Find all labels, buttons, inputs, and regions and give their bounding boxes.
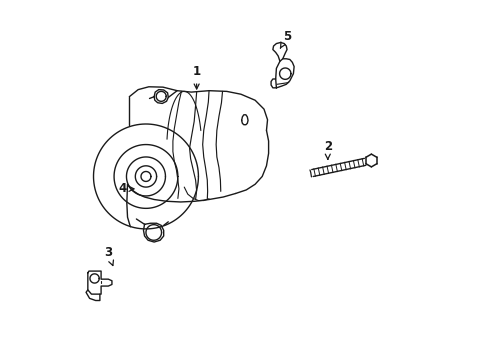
Text: 5: 5 bbox=[280, 30, 290, 48]
Text: 2: 2 bbox=[323, 140, 331, 159]
Text: 1: 1 bbox=[192, 66, 200, 89]
Text: 4: 4 bbox=[118, 183, 134, 195]
Text: 3: 3 bbox=[104, 246, 113, 266]
